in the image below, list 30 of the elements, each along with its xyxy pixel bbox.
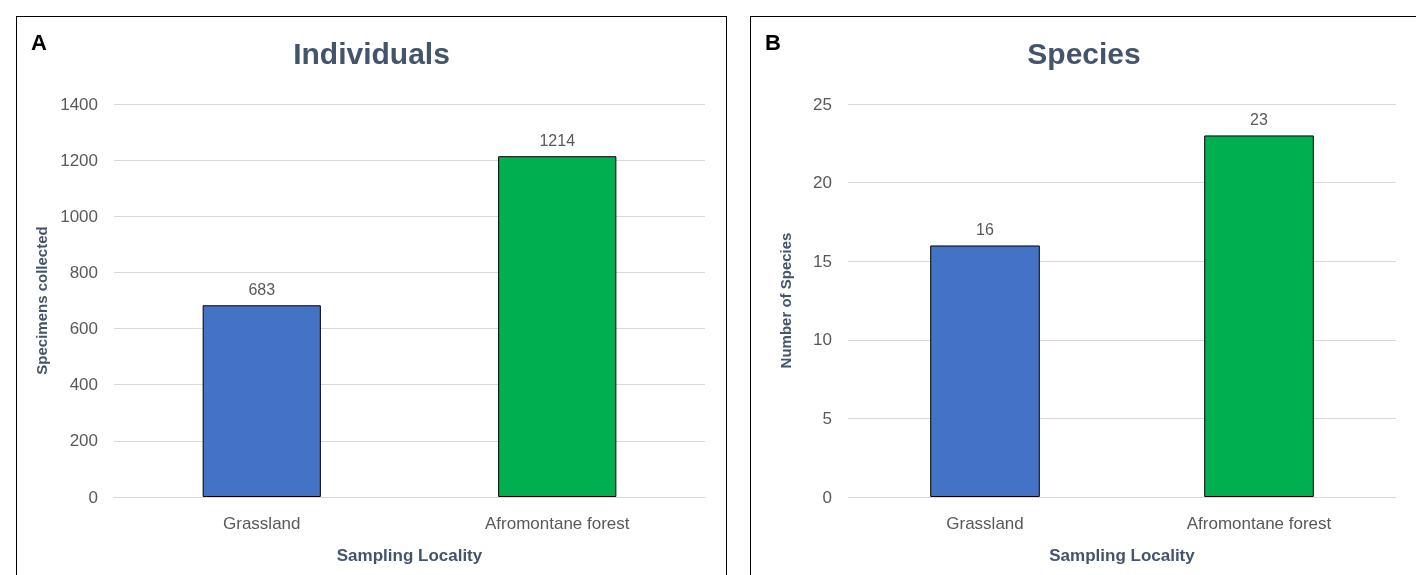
y-tick-label: 1200 [60,150,98,170]
text: A [31,29,47,55]
y-tick-label: 400 [69,375,98,395]
y-tick-label: 5 [822,408,832,428]
y-tick-label: 0 [88,487,98,507]
x-axis-title: Sampling Locality [336,546,483,565]
text: B [765,29,781,55]
y-tick-label: 200 [69,431,98,451]
x-tick-label: Grassland [223,514,301,533]
y-tick-label: 0 [822,487,832,507]
y-tick-label: 800 [69,262,98,282]
data-label: 1214 [539,131,576,149]
y-tick-label: 10 [813,330,832,350]
y-tick-label: 15 [813,251,832,271]
x-tick-label: Afromontane forest [1186,514,1332,533]
data-label: 23 [1250,110,1268,128]
data-label: 683 [248,280,276,298]
y-tick-label: 25 [813,94,832,114]
x-tick-label: Grassland [946,514,1024,533]
chart-title: Individuals [293,36,450,70]
chart-title: Species [1027,36,1141,70]
y-tick-label: 600 [69,319,98,339]
y-tick-label: 20 [813,173,832,193]
x-tick-label: Afromontane forest [484,514,630,533]
data-label: 16 [976,220,994,238]
y-tick-label: 1000 [60,206,98,226]
y-axis-title: Specimens collected [33,226,51,375]
x-axis-title: Sampling Locality [1049,546,1196,565]
y-axis-title: Number of Species [777,232,794,369]
y-tick-label: 1400 [60,94,98,114]
